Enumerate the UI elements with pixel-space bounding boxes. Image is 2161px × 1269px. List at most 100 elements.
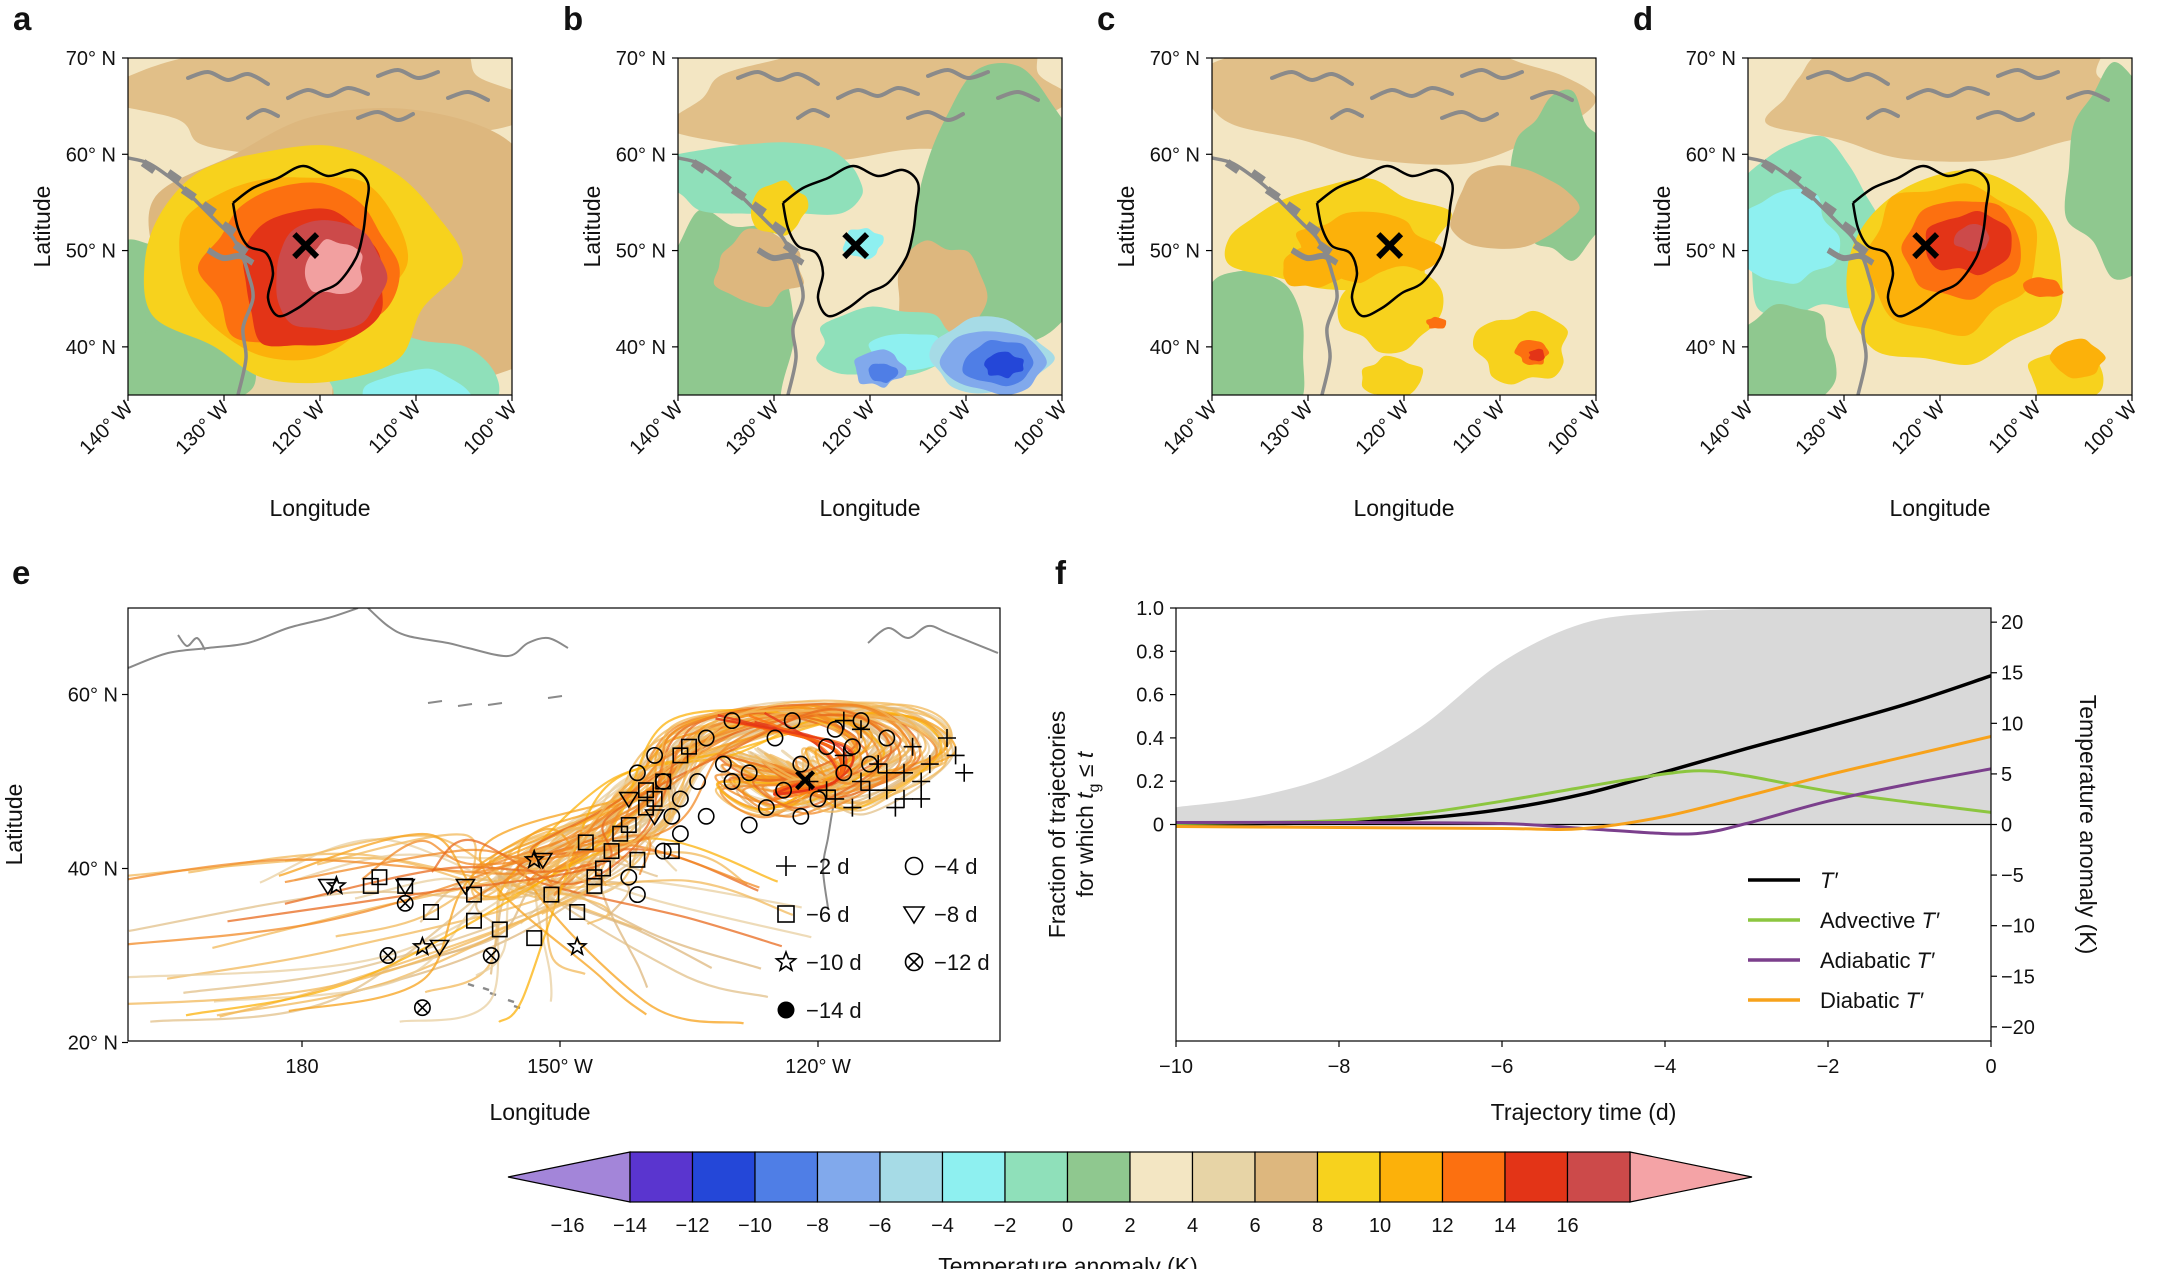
y-right-tick-label: 0 bbox=[2001, 815, 2012, 837]
colorbar: −16 −14 −12 −10 −8 −6 −4 −2 0 2 4 6 8 10 12 14 16 Tempera… bbox=[507, 1151, 1753, 1269]
watershed-outline bbox=[231, 164, 370, 318]
lat-tick-label: 40° N bbox=[66, 337, 116, 359]
y-axis-label: Latitude bbox=[1, 784, 27, 866]
marker-circle-4 bbox=[697, 729, 715, 747]
lat-tick-label: 70° N bbox=[66, 48, 116, 70]
trajectory-map-panel-e: × 60° N 40° N 20° N 180 150° W 120° W Longitude… bbox=[1, 554, 1001, 1125]
legend-label: −4 d bbox=[934, 854, 977, 879]
island-3 bbox=[547, 695, 563, 699]
island-2 bbox=[730, 186, 747, 201]
hawaii-3 bbox=[507, 998, 515, 1004]
colorbar-bin-14 bbox=[1504, 1151, 1569, 1203]
label-text: for which bbox=[1072, 799, 1098, 897]
trajectory-line-56 bbox=[284, 714, 938, 884]
marker-plus-14 bbox=[877, 763, 896, 782]
lat-tick-label: 70° N bbox=[1150, 48, 1200, 70]
marker-square-4 bbox=[465, 886, 482, 903]
x-axis-label: Longitude bbox=[1889, 495, 1990, 521]
marker-circle-30 bbox=[783, 712, 801, 730]
marker-circle-x-0 bbox=[396, 894, 414, 912]
colorbar-label: Temperature anomaly (K) bbox=[938, 1253, 1198, 1269]
x-axis-label: Longitude bbox=[1353, 495, 1454, 521]
trajectory-line-54 bbox=[278, 704, 867, 899]
anomaly-contour-13 bbox=[868, 363, 899, 384]
lon-tick-label: 100° W bbox=[1009, 397, 1071, 459]
trajectory-legend: −2 d −4 d −6 d −8 d −10 d −12 d −14 d bbox=[774, 854, 990, 1023]
x-axis-label: Longitude bbox=[269, 495, 370, 521]
island-4 bbox=[1840, 221, 1857, 236]
anomaly-contour-2 bbox=[2064, 62, 2132, 280]
label-sub: g bbox=[1086, 784, 1103, 793]
x-tick-label: −6 bbox=[1491, 1056, 1514, 1078]
colorbar-bin-1 bbox=[691, 1151, 756, 1203]
marker-plus-12 bbox=[860, 781, 879, 800]
marker-square-24 bbox=[680, 738, 697, 755]
lake-2 bbox=[376, 68, 440, 80]
lat-tick-label: 70° N bbox=[616, 48, 666, 70]
island-3 bbox=[750, 201, 767, 216]
colorbar-tick-label: 16 bbox=[1556, 1215, 1578, 1237]
legend-label: −8 d bbox=[934, 902, 977, 927]
x-tick-label: −10 bbox=[1159, 1056, 1193, 1078]
marker-plus-10 bbox=[826, 789, 845, 808]
marker-triangle-down-0 bbox=[394, 878, 416, 896]
lake-1 bbox=[1906, 86, 1990, 100]
map-panel-b: × 70° N 60° N 50° N 40° N 140° W 130° W 120° W 1… bbox=[563, 0, 1072, 521]
coastline-2 bbox=[367, 608, 569, 658]
island-5 bbox=[782, 241, 799, 256]
lat-tick-label: 50° N bbox=[1150, 241, 1200, 263]
panel-letter: d bbox=[1633, 0, 1653, 37]
colorbar-under-arrow bbox=[507, 1151, 631, 1203]
x-tick-label: 0 bbox=[1985, 1056, 1996, 1078]
lon-tick-label: 110° W bbox=[914, 397, 975, 458]
marker-circle-x-3 bbox=[482, 947, 500, 964]
marker-triangle-down-6 bbox=[644, 809, 666, 826]
panel-letter: b bbox=[563, 0, 583, 37]
legend-marker-dot bbox=[777, 1001, 795, 1019]
colorbar-bin-8 bbox=[1129, 1151, 1194, 1203]
lake-0 bbox=[1806, 70, 1890, 86]
y-left-label-line1: Fraction of trajectories bbox=[1044, 711, 1070, 939]
island-1 bbox=[1785, 169, 1802, 184]
y-right-label: Temperature anomaly (K) bbox=[2075, 695, 2101, 955]
y-left-tick-label: 0.8 bbox=[1136, 641, 1164, 663]
island-1 bbox=[1249, 169, 1266, 184]
island-2 bbox=[1800, 186, 1817, 201]
marker-circle-5 bbox=[723, 712, 741, 730]
marker-circle-x-2-cross bbox=[416, 1001, 429, 1014]
marker-circle-6 bbox=[714, 755, 732, 773]
legend-text: Diabatic bbox=[1820, 988, 1906, 1013]
lake-5 bbox=[906, 110, 965, 122]
lake-1 bbox=[1370, 86, 1454, 100]
marker-circle-x-3-cross bbox=[485, 949, 498, 962]
island-3 bbox=[200, 201, 217, 216]
marker-circle-14 bbox=[775, 781, 793, 799]
coastline-0 bbox=[128, 608, 359, 669]
trajectory-line-57 bbox=[185, 709, 857, 1017]
marker-square-21 bbox=[612, 825, 629, 842]
coastline-1 bbox=[177, 634, 206, 651]
marker-plus-8 bbox=[817, 781, 836, 800]
lake-4 bbox=[796, 108, 830, 120]
colorbar-tick-label: 0 bbox=[1062, 1215, 1073, 1237]
colorbar-tick-label: 8 bbox=[1312, 1215, 1323, 1237]
marker-plus-9 bbox=[800, 772, 819, 791]
lake-3 bbox=[2066, 90, 2110, 102]
colorbar-tick-label: −14 bbox=[613, 1215, 647, 1237]
lon-tick-label: 180 bbox=[285, 1056, 318, 1078]
marker-circle-17 bbox=[809, 790, 827, 808]
y-right-tick-label: −20 bbox=[2001, 1017, 2035, 1039]
trajectory-line-50 bbox=[128, 706, 856, 881]
colorbar-tick-label: 6 bbox=[1249, 1215, 1260, 1237]
marker-plus-2 bbox=[869, 755, 888, 774]
marker-circle-13 bbox=[740, 764, 758, 782]
lat-tick-label: 50° N bbox=[616, 241, 666, 263]
island-0 bbox=[1760, 159, 1777, 174]
marker-plus-6 bbox=[912, 772, 931, 791]
watershed-outline bbox=[1851, 164, 1990, 318]
lon-tick-label: 130° W bbox=[171, 397, 233, 459]
trajectory-line-69 bbox=[128, 699, 924, 1006]
legend-marker-plus bbox=[776, 856, 796, 876]
legend-marker-circle bbox=[904, 856, 924, 876]
